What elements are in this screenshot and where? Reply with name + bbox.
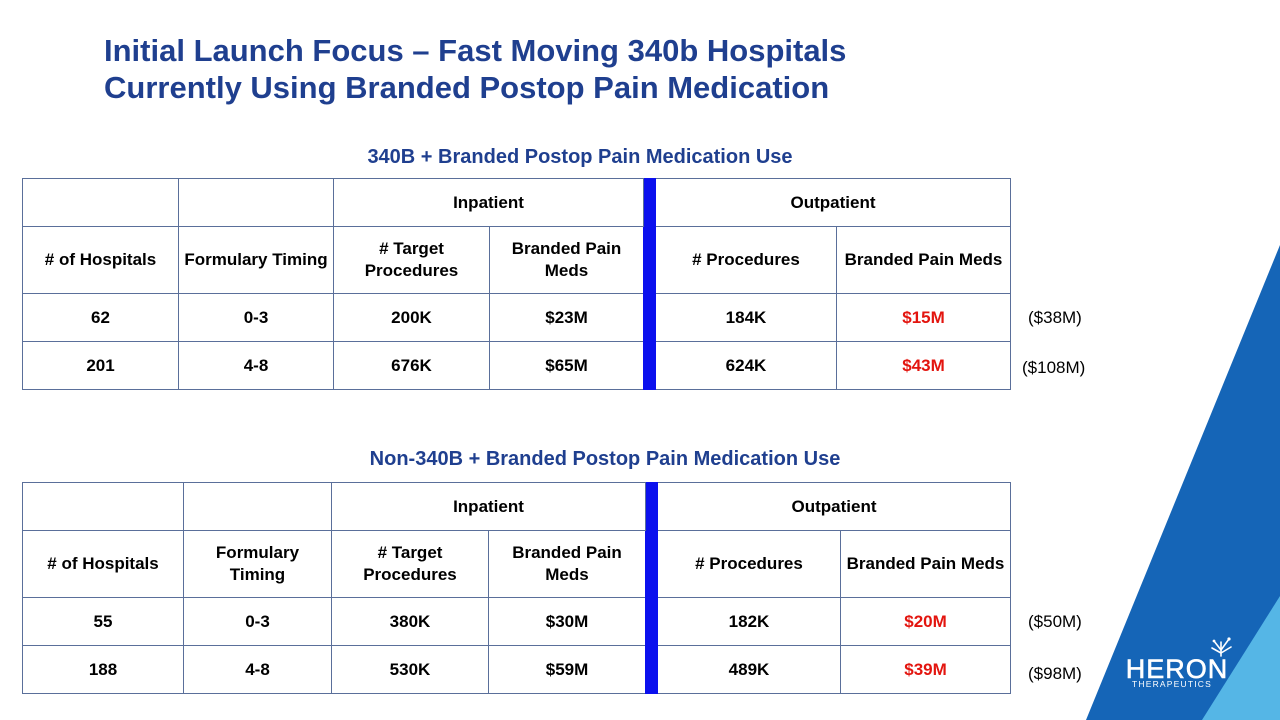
slide-title-line1: Initial Launch Focus – Fast Moving 340b … xyxy=(104,33,847,68)
slide-title-line2: Currently Using Branded Postop Pain Medi… xyxy=(104,70,830,105)
table-cell: $65M xyxy=(489,341,644,390)
table-cell: 676K xyxy=(333,341,490,390)
table-cell: 201 xyxy=(22,341,179,390)
table-cell: 55 xyxy=(22,597,184,646)
outpatient-group-header: Outpatient xyxy=(655,178,1011,227)
inpatient-group-header: Inpatient xyxy=(331,482,646,531)
spark-icon xyxy=(1211,637,1232,657)
table-cell: 0-3 xyxy=(183,597,332,646)
table-cell: 4-8 xyxy=(183,645,332,694)
table-cell: 188 xyxy=(22,645,184,694)
table-row: 188 4-8 530K $59M 489K $39M xyxy=(22,645,1011,694)
table-cell: 624K xyxy=(655,341,837,390)
column-header: # of Hospitals xyxy=(22,226,179,294)
slide-title: Initial Launch Focus – Fast Moving 340b … xyxy=(104,32,1104,106)
inpatient-group-header: Inpatient xyxy=(333,178,644,227)
table-340b: Inpatient Outpatient # of Hospitals Form… xyxy=(22,178,1011,390)
outpatient-group-header: Outpatient xyxy=(657,482,1011,531)
table-cell: 4-8 xyxy=(178,341,334,390)
column-header: # Procedures xyxy=(657,530,841,598)
table-non340b: Inpatient Outpatient # of Hospitals Form… xyxy=(22,482,1011,694)
table-cell: $59M xyxy=(488,645,646,694)
table-cell: 380K xyxy=(331,597,489,646)
table-cell-empty xyxy=(22,482,184,531)
table-cell: $30M xyxy=(488,597,646,646)
table-cell-empty xyxy=(22,178,179,227)
table-cell-highlight: $15M xyxy=(836,293,1011,342)
table-row: 201 4-8 676K $65M 624K $43M xyxy=(22,341,1011,390)
column-header: Branded Pain Meds xyxy=(836,226,1011,294)
table-cell: $23M xyxy=(489,293,644,342)
column-divider xyxy=(643,178,656,390)
column-header: Branded Pain Meds xyxy=(840,530,1011,598)
row-total: ($38M) xyxy=(1028,308,1082,327)
table-cell: 530K xyxy=(331,645,489,694)
logo-subtitle: THERAPEUTICS xyxy=(1131,679,1213,689)
table-cell: 184K xyxy=(655,293,837,342)
table-cell-highlight: $20M xyxy=(840,597,1011,646)
table-cell: 489K xyxy=(657,645,841,694)
table-cell-empty xyxy=(183,482,332,531)
logo-name: HERON xyxy=(1125,654,1229,685)
heron-logo: HERON THERAPEUTICS xyxy=(1112,636,1242,692)
table-row: 62 0-3 200K $23M 184K $15M xyxy=(22,293,1011,342)
column-header: Formulary Timing xyxy=(183,530,332,598)
row-total: ($108M) xyxy=(1022,358,1086,377)
table-row: 55 0-3 380K $30M 182K $20M xyxy=(22,597,1011,646)
column-header: Branded Pain Meds xyxy=(488,530,646,598)
table-cell: 62 xyxy=(22,293,179,342)
table-cell: 182K xyxy=(657,597,841,646)
table-cell-highlight: $39M xyxy=(840,645,1011,694)
column-header: # of Hospitals xyxy=(22,530,184,598)
table-340b-caption: 340B + Branded Postop Pain Medication Us… xyxy=(367,146,793,168)
column-divider xyxy=(645,482,658,694)
column-header: # Target Procedures xyxy=(333,226,490,294)
row-total: ($98M) xyxy=(1028,664,1082,683)
column-header: # Procedures xyxy=(655,226,837,294)
table-cell: 200K xyxy=(333,293,490,342)
column-header: Branded Pain Meds xyxy=(489,226,644,294)
table-non340b-caption: Non-340B + Branded Postop Pain Medicatio… xyxy=(369,448,841,470)
table-cell-empty xyxy=(178,178,334,227)
table-cell: 0-3 xyxy=(178,293,334,342)
column-header: # Target Procedures xyxy=(331,530,489,598)
column-header: Formulary Timing xyxy=(178,226,334,294)
row-total: ($50M) xyxy=(1028,612,1082,631)
table-cell-highlight: $43M xyxy=(836,341,1011,390)
